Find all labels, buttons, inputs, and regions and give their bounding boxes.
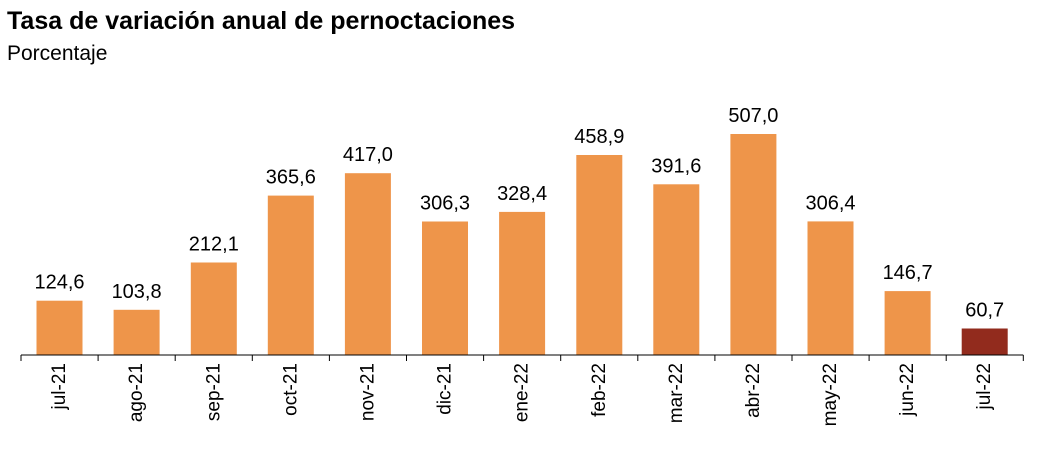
x-tick-label-oct-21: oct-21 [280, 363, 301, 416]
bar-sep-21 [190, 262, 237, 355]
bar-feb-22 [576, 155, 623, 355]
data-label-abr-22: 507,0 [728, 105, 778, 127]
data-label-jun-22: 146,7 [883, 262, 933, 284]
data-label-jul-22: 60,7 [965, 300, 1004, 322]
bar-jul-22 [961, 328, 1008, 355]
data-label-mar-22: 391,6 [651, 155, 701, 177]
bar-dic-21 [422, 221, 468, 355]
chart-title: Tasa de variación anual de pernoctacione… [7, 7, 516, 35]
bar-jun-22 [884, 291, 931, 355]
x-tick-label-may-22: may-22 [820, 363, 841, 426]
x-tick-label-ene-22: ene-22 [512, 363, 533, 422]
bar-nov-21 [344, 173, 391, 355]
data-label-ago-21: 103,8 [112, 281, 162, 303]
x-tick-label-ago-21: ago-21 [126, 363, 147, 422]
x-tick-label-jul-21: jul-21 [49, 363, 70, 410]
x-tick-label-feb-22: feb-22 [589, 363, 610, 417]
data-label-dic-21: 306,3 [420, 193, 470, 215]
bar-jul-21 [36, 300, 83, 355]
data-label-feb-22: 458,9 [574, 126, 624, 148]
data-label-may-22: 306,4 [805, 192, 855, 214]
data-label-oct-21: 365,6 [266, 167, 316, 189]
chart-subtitle: Porcentaje [7, 42, 108, 65]
bar-mar-22 [653, 184, 700, 355]
bar-may-22 [807, 221, 854, 355]
x-tick-label-jun-22: jun-22 [897, 363, 918, 417]
bar-ago-21 [113, 309, 160, 355]
data-label-jul-21: 124,6 [34, 272, 84, 294]
data-label-nov-21: 417,0 [343, 144, 393, 166]
x-tick-label-abr-22: abr-22 [743, 363, 764, 418]
data-label-ene-22: 328,4 [497, 183, 547, 205]
x-tick-label-nov-21: nov-21 [357, 363, 378, 421]
x-tick-label-sep-21: sep-21 [203, 363, 224, 421]
bar-ene-22 [499, 211, 546, 355]
data-label-sep-21: 212,1 [189, 234, 239, 256]
x-tick-label-mar-22: mar-22 [666, 363, 687, 423]
bar-abr-22 [730, 134, 777, 355]
x-tick-label-dic-21: dic-21 [435, 363, 456, 415]
x-tick-label-jul-22: jul-22 [974, 363, 995, 410]
bar-oct-21 [267, 195, 314, 355]
